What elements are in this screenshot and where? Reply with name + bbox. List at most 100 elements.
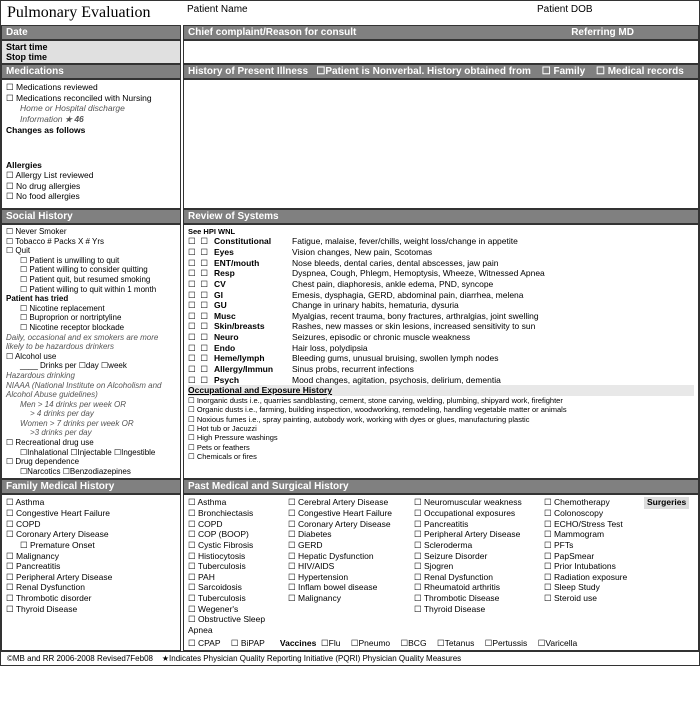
pmh-c3-4[interactable]: Scleroderma <box>414 540 538 551</box>
pmh-c1-3[interactable]: COP (BOOP) <box>188 529 282 540</box>
pmh-c2-8[interactable]: Inflam bowel disease <box>288 582 408 593</box>
fam-item-2[interactable]: COPD <box>6 519 176 530</box>
pmh-c4-9[interactable]: Steroid use <box>544 593 638 604</box>
pmh-c4-7[interactable]: Radiation exposure <box>544 572 638 583</box>
pmh-c1-1[interactable]: Bronchiectasis <box>188 508 282 519</box>
alcohol-checkbox[interactable]: Alcohol use <box>6 352 176 362</box>
occ-item-0[interactable]: Inorganic dusts i.e., quarries sandblast… <box>188 396 694 405</box>
pmh-c2-5[interactable]: Hepatic Dysfunction <box>288 551 408 562</box>
fam-item2-3[interactable]: Renal Dysfunction <box>6 582 176 593</box>
quit-resumed-checkbox[interactable]: Patient quit, but resumed smoking <box>6 275 176 285</box>
dependence-sub[interactable]: ☐Narcotics ☐Benzodiazepines <box>6 467 176 477</box>
ros-checks-9[interactable]: ☐ ☐ <box>188 332 214 343</box>
nicotine-blockade-checkbox[interactable]: Nicotine receptor blockade <box>6 323 176 333</box>
fam-item-3[interactable]: Coronary Artery Disease <box>6 529 176 540</box>
pmh-c4-3[interactable]: Mammogram <box>544 529 638 540</box>
occ-item-2[interactable]: Noxious fumes i.e., spray painting, auto… <box>188 415 694 424</box>
quit-unwilling-checkbox[interactable]: Patient is unwilling to quit <box>6 256 176 266</box>
pmh-c2-6[interactable]: HIV/AIDS <box>288 561 408 572</box>
pmh-c4-2[interactable]: ECHO/Stress Test <box>544 519 638 530</box>
recreational-drug-checkbox[interactable]: Recreational drug use <box>6 438 176 448</box>
fam-item2-0[interactable]: Malignancy <box>6 551 176 562</box>
pmh-c3-8[interactable]: Rheumatoid arthritis <box>414 582 538 593</box>
pmh-c4-4[interactable]: PFTs <box>544 540 638 551</box>
pmh-c3-5[interactable]: Seizure Disorder <box>414 551 538 562</box>
occ-item-3[interactable]: Hot tub or Jacuzzi <box>188 424 694 433</box>
pmh-c3-6[interactable]: Sjogren <box>414 561 538 572</box>
pmh-c3-3[interactable]: Peripheral Artery Disease <box>414 529 538 540</box>
occ-item-1[interactable]: Organic dusts i.e., farming, building in… <box>188 405 694 414</box>
pmh-c2-0[interactable]: Cerebral Artery Disease <box>288 497 408 508</box>
pmh-c2-3[interactable]: Diabetes <box>288 529 408 540</box>
pmh-c4-8[interactable]: Sleep Study <box>544 582 638 593</box>
pmh-c3-2[interactable]: Pancreatitis <box>414 519 538 530</box>
buproprion-checkbox[interactable]: Buproprion or nortriptyline <box>6 313 176 323</box>
pmh-c1-4[interactable]: Cystic Fibrosis <box>188 540 282 551</box>
pertussis-checkbox[interactable]: ☐Pertussis <box>485 638 528 649</box>
recreational-sub[interactable]: ☐Inhalational ☐Injectable ☐Ingestible <box>6 448 176 458</box>
fam-item-0[interactable]: Asthma <box>6 497 176 508</box>
fam-item2-5[interactable]: Thyroid Disease <box>6 604 176 615</box>
fam-item-1[interactable]: Congestive Heart Failure <box>6 508 176 519</box>
pmh-c2-7[interactable]: Hypertension <box>288 572 408 583</box>
ros-checks-6[interactable]: ☐ ☐ <box>188 300 214 311</box>
pmh-c2-1[interactable]: Congestive Heart Failure <box>288 508 408 519</box>
drinks-per-line[interactable]: ____ Drinks per ☐day ☐week <box>6 361 176 371</box>
tetanus-checkbox[interactable]: ☐Tetanus <box>437 638 474 649</box>
ros-checks-13[interactable]: ☐ ☐ <box>188 375 214 386</box>
pmh-c3-9[interactable]: Thrombotic Disease <box>414 593 538 604</box>
records-checkbox[interactable]: ☐ Medical records <box>596 66 684 77</box>
allergy-reviewed-checkbox[interactable]: Allergy List reviewed <box>6 170 176 181</box>
pmh-c1-8[interactable]: Sarcoidosis <box>188 582 282 593</box>
pmh-c1-6[interactable]: Tuberculosis <box>188 561 282 572</box>
no-drug-allergies-checkbox[interactable]: No drug allergies <box>6 181 176 192</box>
quit-consider-checkbox[interactable]: Patient willing to consider quitting <box>6 265 176 275</box>
pmh-c4-5[interactable]: PapSmear <box>544 551 638 562</box>
pmh-c4-6[interactable]: Prior Intubations <box>544 561 638 572</box>
ros-checks-3[interactable]: ☐ ☐ <box>188 268 214 279</box>
pmh-c3-10[interactable]: Thyroid Disease <box>414 604 538 615</box>
meds-reviewed-checkbox[interactable]: Medications reviewed <box>6 82 176 93</box>
no-food-allergies-checkbox[interactable]: No food allergies <box>6 191 176 202</box>
pmh-c3-1[interactable]: Occupational exposures <box>414 508 538 519</box>
ros-checks-2[interactable]: ☐ ☐ <box>188 258 214 269</box>
tobacco-checkbox[interactable]: Tobacco # Packs X # Yrs <box>6 237 176 247</box>
pmh-c4-0[interactable]: Chemotherapy <box>544 497 638 508</box>
ros-checks-7[interactable]: ☐ ☐ <box>188 311 214 322</box>
pmh-c1-7[interactable]: PAH <box>188 572 282 583</box>
pmh-c2-2[interactable]: Coronary Artery Disease <box>288 519 408 530</box>
quit-checkbox[interactable]: Quit <box>6 246 176 256</box>
varicella-checkbox[interactable]: ☐Varicella <box>538 638 578 649</box>
occ-item-4[interactable]: High Pressure washings <box>188 433 694 442</box>
pmh-c1-2[interactable]: COPD <box>188 519 282 530</box>
pmh-c1-0[interactable]: Asthma <box>188 497 282 508</box>
occ-item-6[interactable]: Chemicals or fires <box>188 452 694 461</box>
fam-item2-1[interactable]: Pancreatitis <box>6 561 176 572</box>
chief-complaint-field[interactable] <box>183 40 699 64</box>
fam-item2-4[interactable]: Thrombotic disorder <box>6 593 176 604</box>
ros-checks-12[interactable]: ☐ ☐ <box>188 364 214 375</box>
occ-item-5[interactable]: Pets or feathers <box>188 443 694 452</box>
ros-checks-4[interactable]: ☐ ☐ <box>188 279 214 290</box>
meds-reconciled-checkbox[interactable]: Medications reconciled with Nursing <box>6 93 176 104</box>
pneumo-checkbox[interactable]: ☐Pneumo <box>351 638 390 649</box>
family-checkbox[interactable]: ☐ Family <box>542 66 585 77</box>
pmh-c1-9[interactable]: Tuberculosis <box>188 593 282 604</box>
pmh-c4-1[interactable]: Colonoscopy <box>544 508 638 519</box>
nicotine-replacement-checkbox[interactable]: Nicotine replacement <box>6 304 176 314</box>
cpap-checkbox[interactable]: ☐ CPAP <box>188 638 221 649</box>
pmh-c2-4[interactable]: GERD <box>288 540 408 551</box>
pmh-c3-7[interactable]: Renal Dysfunction <box>414 572 538 583</box>
hpi-field[interactable] <box>183 79 699 209</box>
never-smoker-checkbox[interactable]: Never Smoker <box>6 227 176 237</box>
pmh-c2-9[interactable]: Malignancy <box>288 593 408 604</box>
bcg-checkbox[interactable]: ☐BCG <box>401 638 427 649</box>
bipap-checkbox[interactable]: ☐ BiPAP <box>231 638 265 649</box>
ros-checks-1[interactable]: ☐ ☐ <box>188 247 214 258</box>
pmh-c3-0[interactable]: Neuromuscular weakness <box>414 497 538 508</box>
ros-checks-5[interactable]: ☐ ☐ <box>188 290 214 301</box>
flu-checkbox[interactable]: ☐Flu <box>321 638 340 649</box>
drug-dependence-checkbox[interactable]: Drug dependence <box>6 457 176 467</box>
pmh-c1-10[interactable]: Wegener's <box>188 604 282 615</box>
quit-month-checkbox[interactable]: Patient willing to quit within 1 month <box>6 285 176 295</box>
